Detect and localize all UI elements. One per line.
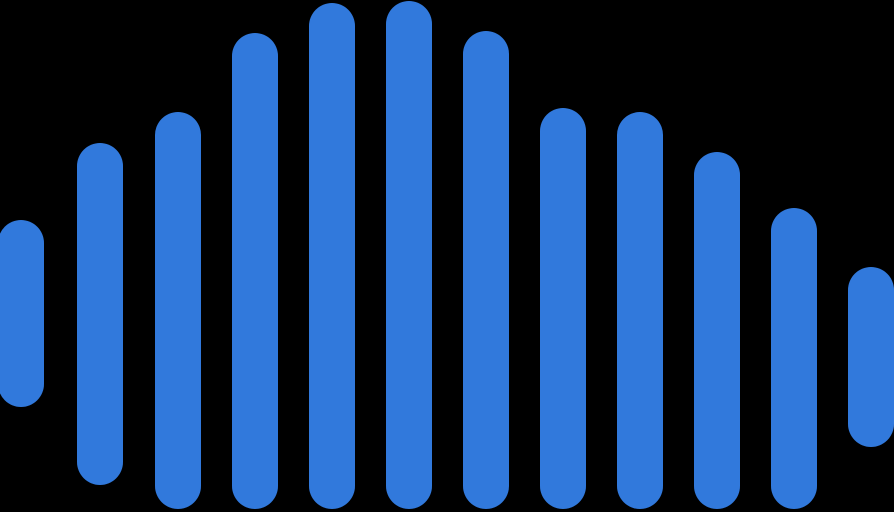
- bar-2[interactable]: [77, 143, 123, 485]
- bar-4[interactable]: [232, 33, 278, 509]
- bar-9[interactable]: [617, 112, 663, 509]
- bar-12[interactable]: [848, 267, 894, 447]
- bar-11[interactable]: [771, 208, 817, 509]
- bar-7[interactable]: [463, 31, 509, 509]
- bar-5[interactable]: [309, 3, 355, 509]
- bar-10[interactable]: [694, 152, 740, 509]
- bar-8[interactable]: [540, 108, 586, 509]
- bar-3[interactable]: [155, 112, 201, 509]
- bar-1[interactable]: [0, 220, 44, 407]
- bar-6[interactable]: [386, 1, 432, 509]
